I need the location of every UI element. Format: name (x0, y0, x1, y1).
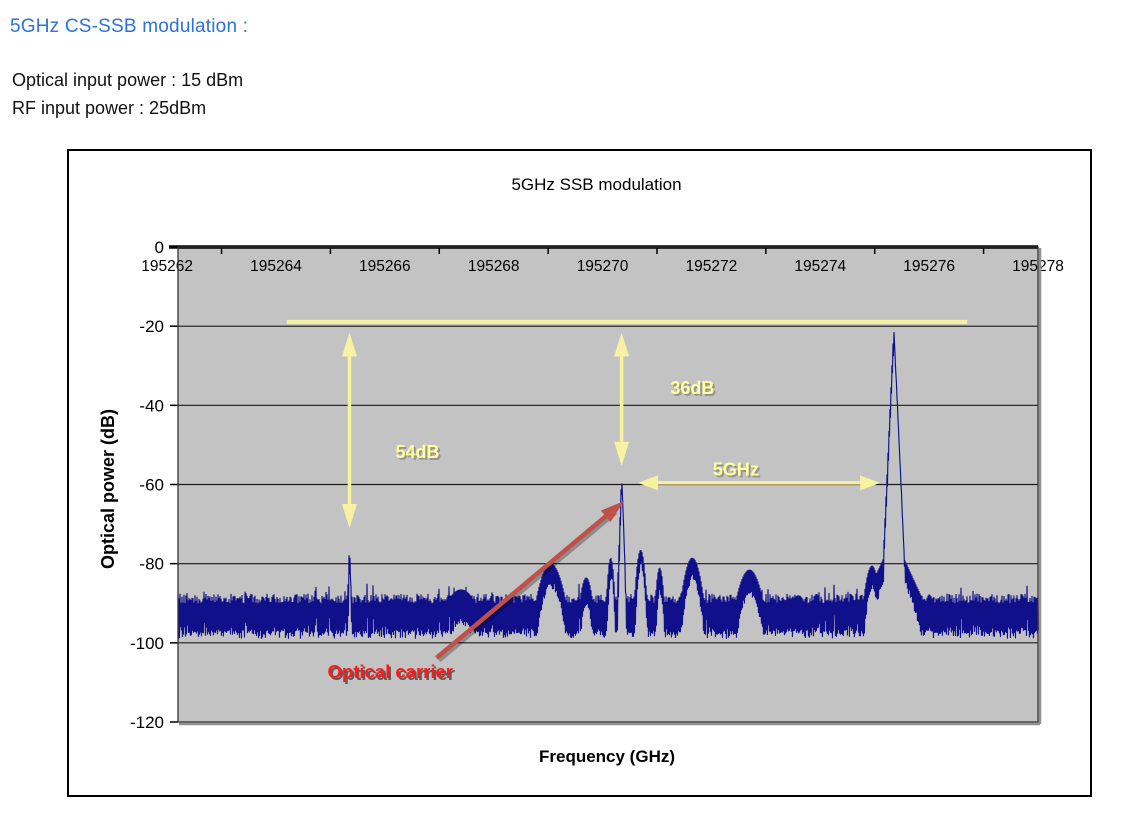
y-tick-label: -40 (139, 396, 164, 415)
carrier-arrow-head (600, 500, 625, 523)
page-heading: 5GHz CS-SSB modulation : (10, 16, 249, 37)
x-tick-label: 195270 (577, 258, 629, 275)
chart-title: 5GHz SSB modulation (511, 175, 682, 194)
x-tick-label: 195266 (359, 258, 411, 275)
spectrum-trace (177, 332, 1040, 639)
suppression-36db-head-bottom (614, 441, 630, 466)
plot-border (177, 246, 1039, 723)
suppression-54db-head-bottom (341, 504, 357, 529)
label-54db: 54dB (395, 442, 439, 462)
label-5ghz-shadow: 5GHz (715, 461, 761, 481)
rf-input-power-line: RF input power : 25dBm (12, 98, 207, 118)
label-36db: 36dB (670, 378, 714, 398)
x-tick-label: 195262 (141, 258, 193, 275)
x-tick-label: 195268 (468, 258, 520, 275)
x-tick-label: 195264 (250, 258, 302, 275)
chart-frame: 0 -20 -40 -60 -80 -100 -120 195262 195264 195266 1… (67, 149, 1092, 797)
spectrum-plot: 0 -20 -40 -60 -80 -100 -120 195262 195264 195266 1… (130, 238, 1064, 732)
x-tick-label: 195276 (903, 258, 955, 275)
y-tick-label: -80 (139, 555, 164, 574)
y-tick-label: -20 (139, 317, 164, 336)
optical-input-power-line: Optical input power : 15 dBm (12, 70, 244, 90)
y-tick-label: -60 (139, 476, 164, 495)
label-36db-shadow: 36dB (672, 380, 716, 400)
label-54db-shadow: 54dB (397, 444, 441, 464)
y-tick-label: 0 (155, 238, 164, 257)
suppression-36db-head-top (614, 332, 630, 357)
suppression-54db-head-top (341, 332, 357, 357)
label-optical-carrier-shadow: Optical carrier (330, 663, 455, 684)
carrier-arrow (435, 508, 615, 660)
x-tick-label: 195272 (686, 258, 738, 275)
y-tick-label: -100 (130, 634, 164, 653)
y-tick-label: -120 (130, 713, 164, 732)
offset-5ghz-head-right (860, 475, 881, 491)
offset-5ghz-head-left (637, 475, 658, 491)
label-5ghz: 5GHz (713, 459, 759, 479)
x-tick-label: 195274 (794, 258, 846, 275)
carrier-arrow-shadow (437, 510, 618, 663)
y-axis-title: Optical power (dB) (98, 409, 118, 570)
x-axis-title: Frequency (GHz) (538, 747, 676, 766)
label-optical-carrier: Optical carrier (328, 661, 453, 682)
